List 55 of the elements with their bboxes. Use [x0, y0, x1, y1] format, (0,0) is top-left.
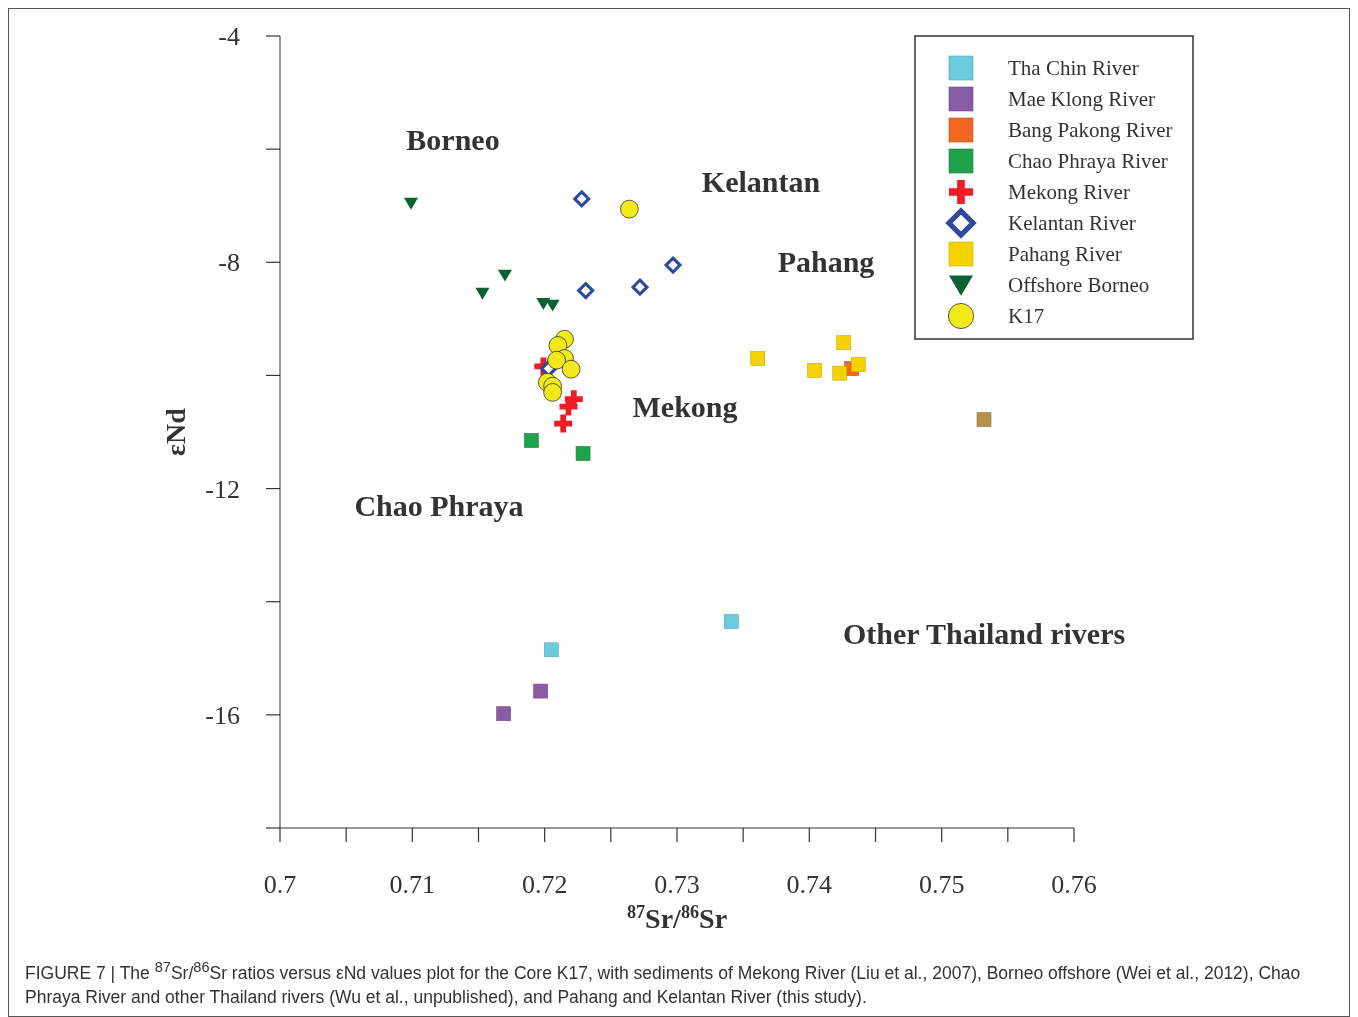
point [543, 383, 562, 402]
x-tick-label: 0.71 [389, 870, 436, 899]
annotation: Other Thailand rivers [842, 616, 1126, 650]
point [561, 359, 581, 379]
y-tick-label: -12 [205, 474, 240, 504]
annotation: Borneo [406, 122, 500, 156]
legend-label: Tha Chin River [1008, 56, 1139, 81]
legend-label: Kelantan River [1008, 211, 1136, 236]
point [664, 256, 682, 274]
annotation: Kelantan [701, 164, 821, 198]
x-tick-label: 0.72 [521, 870, 568, 899]
point [723, 614, 739, 629]
point [536, 297, 551, 310]
point [631, 278, 649, 296]
point [976, 412, 992, 427]
point [547, 350, 566, 370]
point [496, 706, 511, 722]
legend-label: Chao Phraya River [1008, 149, 1168, 174]
y-tick-label: -4 [218, 22, 240, 52]
point [524, 433, 539, 448]
point [832, 365, 848, 381]
x-tick-label: 0.75 [918, 870, 965, 899]
point [404, 197, 419, 210]
point [807, 363, 822, 378]
annotation: Mekong [632, 389, 738, 423]
point [836, 335, 852, 350]
point [620, 199, 639, 219]
legend-label: K17 [1008, 304, 1045, 329]
point [497, 269, 512, 282]
point [750, 351, 766, 366]
y-axis-title: εNd [160, 407, 191, 456]
y-tick-label: -8 [218, 248, 240, 278]
y-tick-label: -16 [205, 700, 240, 730]
point [554, 414, 573, 433]
x-tick-label: 0.76 [1051, 870, 1097, 899]
x-axis-title: $^{87}$Sr/$^{86}$Sr [626, 902, 728, 934]
point [543, 642, 559, 658]
x-tick-label: 0.74 [786, 870, 833, 899]
point [533, 683, 548, 699]
point [545, 299, 560, 312]
legend-label: Mekong River [1008, 180, 1130, 205]
legend-label: Pahang River [1008, 242, 1122, 267]
point [851, 357, 866, 372]
x-tick-label: 0.7 [263, 870, 297, 899]
annotation: Pahang [777, 244, 875, 278]
point [575, 446, 591, 461]
legend-label: Offshore Borneo [1008, 273, 1150, 298]
annotation: Chao Phraya [354, 488, 524, 522]
point [577, 282, 595, 300]
point [475, 287, 490, 300]
point [573, 190, 591, 208]
caption: FIGURE 7 | The $^{87}$Sr/$^{86}$Sr ratios versus εNd values plot for the Core K17, with sediments of Mekong River (Liu et al., 2007), Borneo offshore (Wei et al., 2012), Chao Phraya River and other Thailand rivers (Wu et al., unpublished), and Pahang and Kelantan River (this study). [24, 958, 1302, 1010]
legend-label: Mae Klong River [1008, 87, 1155, 112]
legend-label: Bang Pakong River [1008, 118, 1173, 143]
x-tick-label: 0.73 [654, 870, 700, 899]
